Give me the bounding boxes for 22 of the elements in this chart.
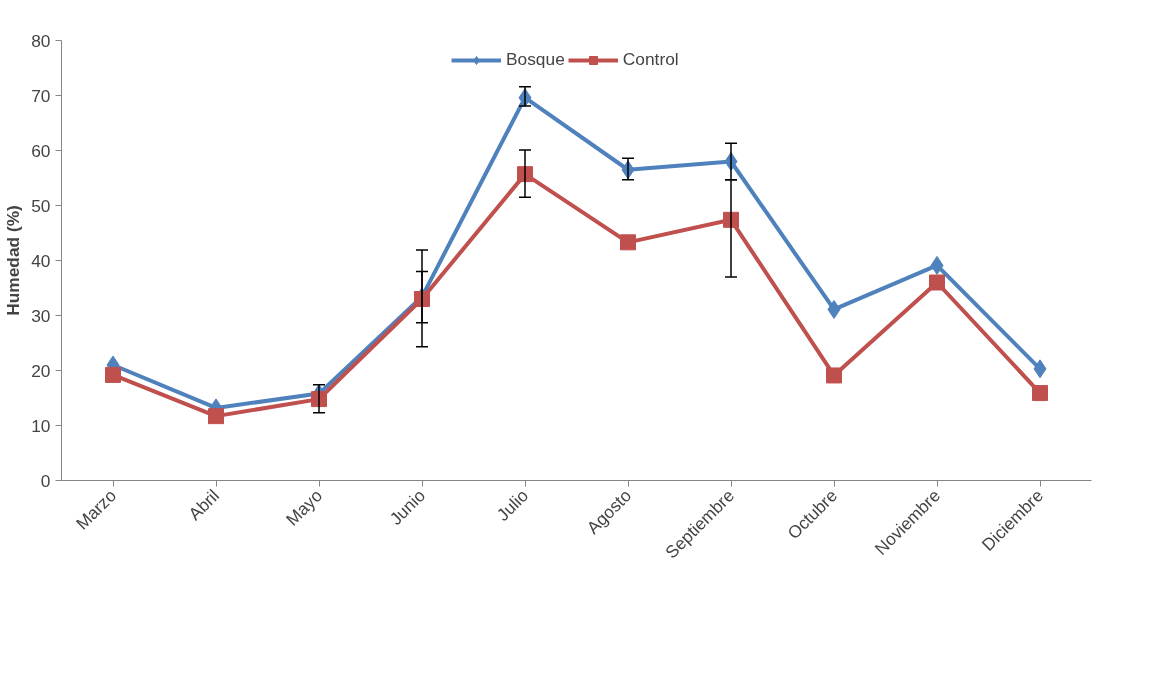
x-tick-label: Julio <box>492 485 533 525</box>
y-tick-label: 50 <box>31 195 51 216</box>
point <box>827 299 841 319</box>
y-axis-title: Humedad (%) <box>3 205 24 316</box>
point <box>620 234 636 251</box>
y-tick-label: 80 <box>31 30 51 51</box>
y-tick-label: 0 <box>40 470 51 491</box>
legend-label: Control <box>622 49 679 70</box>
y-tick-label: 20 <box>31 360 51 381</box>
point <box>930 255 944 275</box>
y-tick-label: 40 <box>31 250 51 271</box>
point <box>826 367 842 384</box>
point <box>1033 359 1047 379</box>
y-tick-label: 30 <box>31 305 51 326</box>
point <box>929 274 945 291</box>
point <box>105 366 121 383</box>
legend-label: Bosque <box>506 49 565 70</box>
y-tick-label: 60 <box>31 140 51 161</box>
y-tick-label: 10 <box>31 415 51 436</box>
y-tick-label: 70 <box>31 85 51 106</box>
point <box>1032 385 1048 402</box>
point <box>208 408 224 425</box>
